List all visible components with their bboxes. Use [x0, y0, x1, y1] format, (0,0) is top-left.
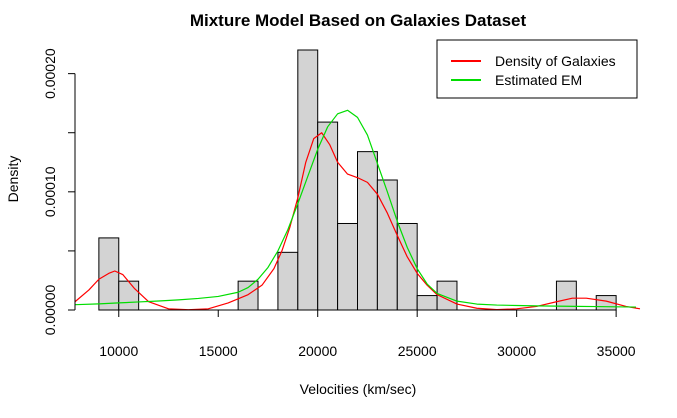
- histogram-bar-25000: [416, 295, 438, 311]
- x-axis: 10000 15000 20000 25000 30000 35000: [99, 309, 636, 359]
- histogram-bar-21000: [337, 222, 358, 311]
- histogram-bar-10000: [118, 280, 140, 311]
- x-axis-label: Velocities (km/sec): [300, 381, 417, 397]
- x-tick-label-35000: 35000: [597, 343, 636, 359]
- legend: Density of Galaxies Estimated EM: [436, 39, 638, 99]
- density-of-galaxies-line: [74, 132, 641, 311]
- estimated-em-line: [74, 109, 637, 308]
- histogram-bar-22000: [357, 151, 378, 311]
- legend-label-density: Density of Galaxies: [495, 53, 616, 69]
- y-tick-label-2: 0.00010: [42, 166, 58, 217]
- chart-title: Mixture Model Based on Galaxies Dataset: [190, 11, 527, 30]
- density-curves: [74, 109, 641, 311]
- histogram-bar-19000: [297, 49, 319, 311]
- y-axis-label: Density: [5, 156, 21, 203]
- x-tick-label-25000: 25000: [398, 343, 437, 359]
- y-tick-label-0: 0.00000: [42, 284, 58, 335]
- histogram-bar-16000: [237, 280, 259, 311]
- legend-box: [436, 39, 638, 99]
- x-tick-label-10000: 10000: [99, 343, 138, 359]
- x-tick-label-20000: 20000: [298, 343, 337, 359]
- y-axis: 0.00000 0.00010 0.00020: [42, 48, 76, 335]
- histogram-bar-18000: [277, 251, 299, 311]
- histogram-bar-20000: [317, 121, 339, 311]
- histogram-bar-24000: [396, 222, 418, 311]
- x-tick-label-30000: 30000: [497, 343, 536, 359]
- y-tick-label-4: 0.00020: [42, 48, 58, 99]
- legend-label-em: Estimated EM: [495, 72, 582, 88]
- x-tick-label-15000: 15000: [199, 343, 238, 359]
